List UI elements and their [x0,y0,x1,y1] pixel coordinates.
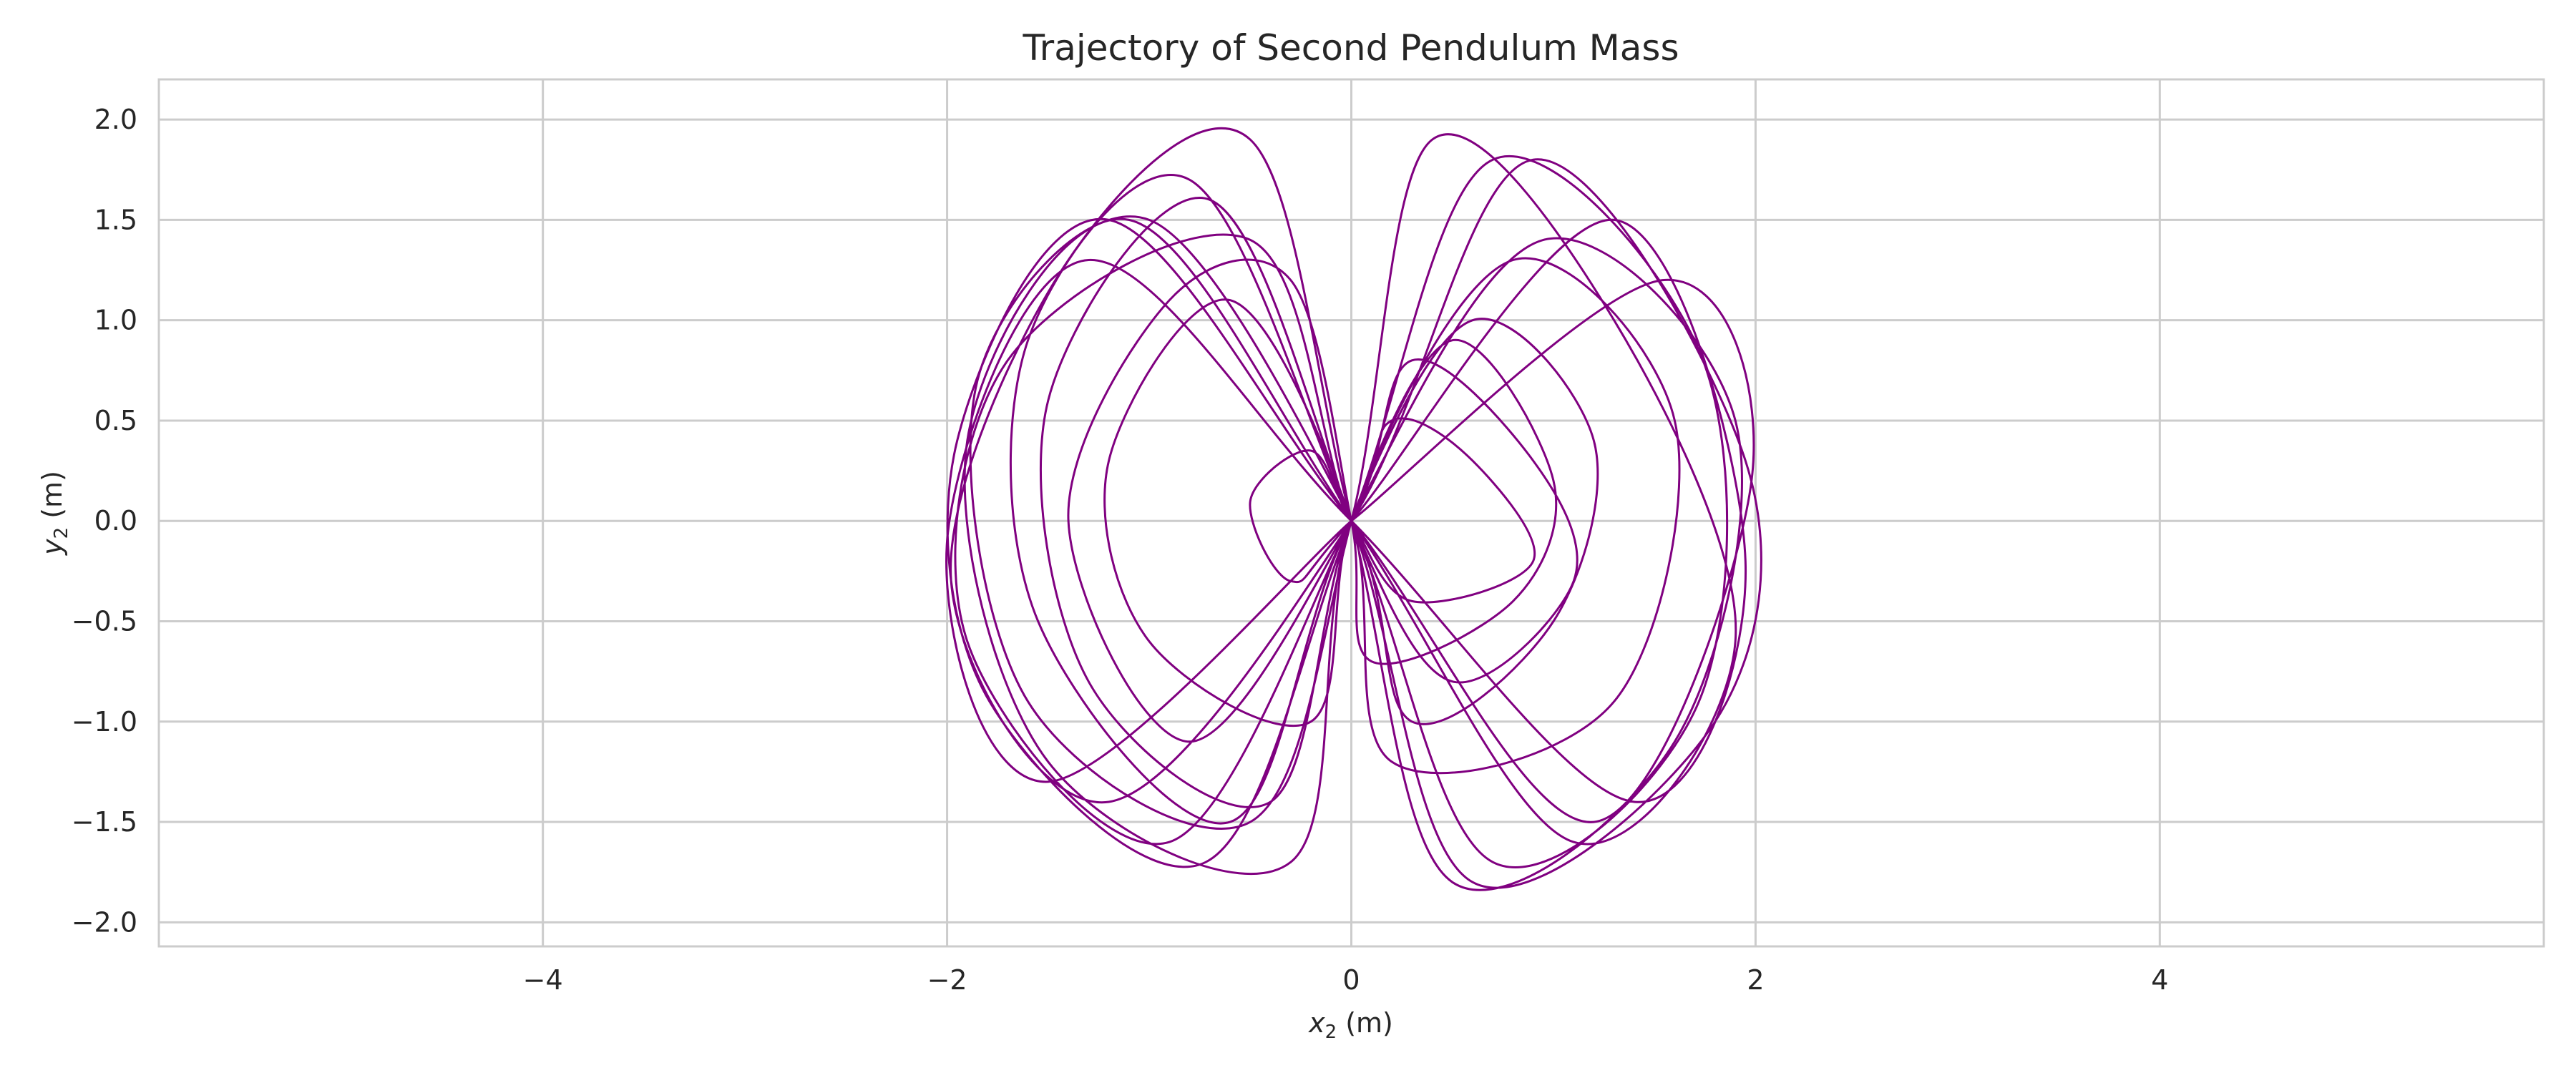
plot-frame [157,78,2545,948]
x-tick-label: 4 [2151,964,2168,996]
x-tick-label: 0 [1342,964,1360,996]
x-axis-label-var: x [1308,1007,1325,1039]
x-axis-label-unit: (m) [1337,1007,1393,1039]
trajectory-layer [945,127,1762,891]
y-axis-label: y2 (m) [36,471,72,556]
y-tick-label: −1.0 [72,706,137,738]
y-tick-label: 2.0 [94,104,137,135]
tick-labels: −4 −2 0 2 4 −2.0 −1.5 −1.0 −0.5 0.0 0.5 1.0 1.5 2.0 [72,104,2169,996]
x-tick-label: −4 [523,964,563,996]
x-tick-label: 2 [1747,964,1764,996]
grid [159,79,2544,946]
y-axis-label-sub: 2 [51,527,72,539]
x-tick-label: −2 [927,964,967,996]
y-tick-label: 1.0 [94,305,137,336]
y-tick-label: −2.0 [72,906,137,938]
y-tick-label: 0.0 [94,505,137,536]
y-tick-label: 0.5 [94,405,137,436]
y-tick-label: −0.5 [72,606,137,637]
x-axis-label-sub: 2 [1325,1021,1337,1043]
chart-title: Trajectory of Second Pendulum Mass [1022,27,1679,69]
y-axis-label-unit: (m) [36,471,68,527]
y-tick-label: 1.5 [94,204,137,235]
y-axis-label-var: y [36,539,68,556]
y-tick-label: −1.5 [72,806,137,838]
trajectory-line [945,127,1762,891]
x-axis-label: x2 (m) [1308,1007,1393,1043]
